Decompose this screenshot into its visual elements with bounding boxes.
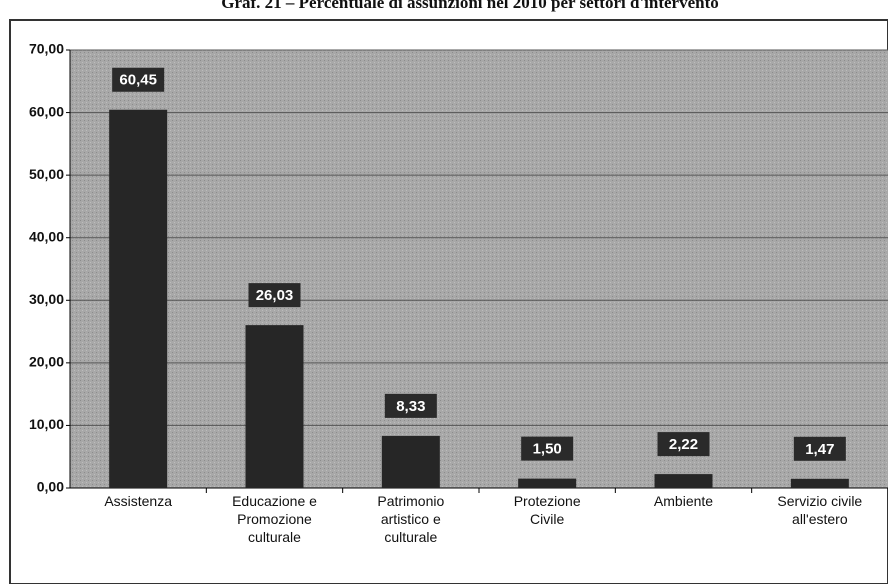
y-tick-label: 20,00 [29,354,64,370]
y-tick-label: 60,00 [29,103,64,119]
value-label-box [793,436,846,461]
y-tick-label: 0,00 [37,479,64,495]
value-label-box [657,432,710,457]
x-tick-label: Assistenza [104,493,172,509]
plot-area [70,50,888,488]
value-label: 60,45 [119,72,157,89]
bar [381,435,440,488]
x-tick-label: Educazione e Promozione culturale [232,493,317,545]
value-label-box [384,393,437,418]
y-tick-label: 30,00 [29,291,64,307]
y-tick-label: 40,00 [29,228,64,244]
chart-title: Graf. 21 – Percentuale di assunzioni nel… [221,0,719,12]
x-tick-label: Ambiente [654,493,713,509]
value-label-box [248,283,301,308]
value-label: 8,33 [396,398,425,415]
y-tick-label: 70,00 [29,41,64,57]
value-label-box [112,67,165,92]
value-label: 1,47 [805,441,834,458]
value-label: 1,50 [533,441,562,458]
y-tick-label: 50,00 [29,166,64,182]
bar [109,109,168,489]
value-label: 2,22 [669,436,698,453]
bar [790,478,849,488]
x-tick-label: Servizio civile all'estero [777,493,862,527]
value-label: 26,03 [256,287,294,304]
y-tick-label: 10,00 [29,416,64,432]
bar [245,325,304,488]
bar [654,474,713,488]
bar [518,478,577,488]
value-label-box [521,436,574,461]
x-tick-label: Protezione Civile [514,493,581,527]
x-tick-label: Patrimonio artistico e culturale [377,493,444,545]
